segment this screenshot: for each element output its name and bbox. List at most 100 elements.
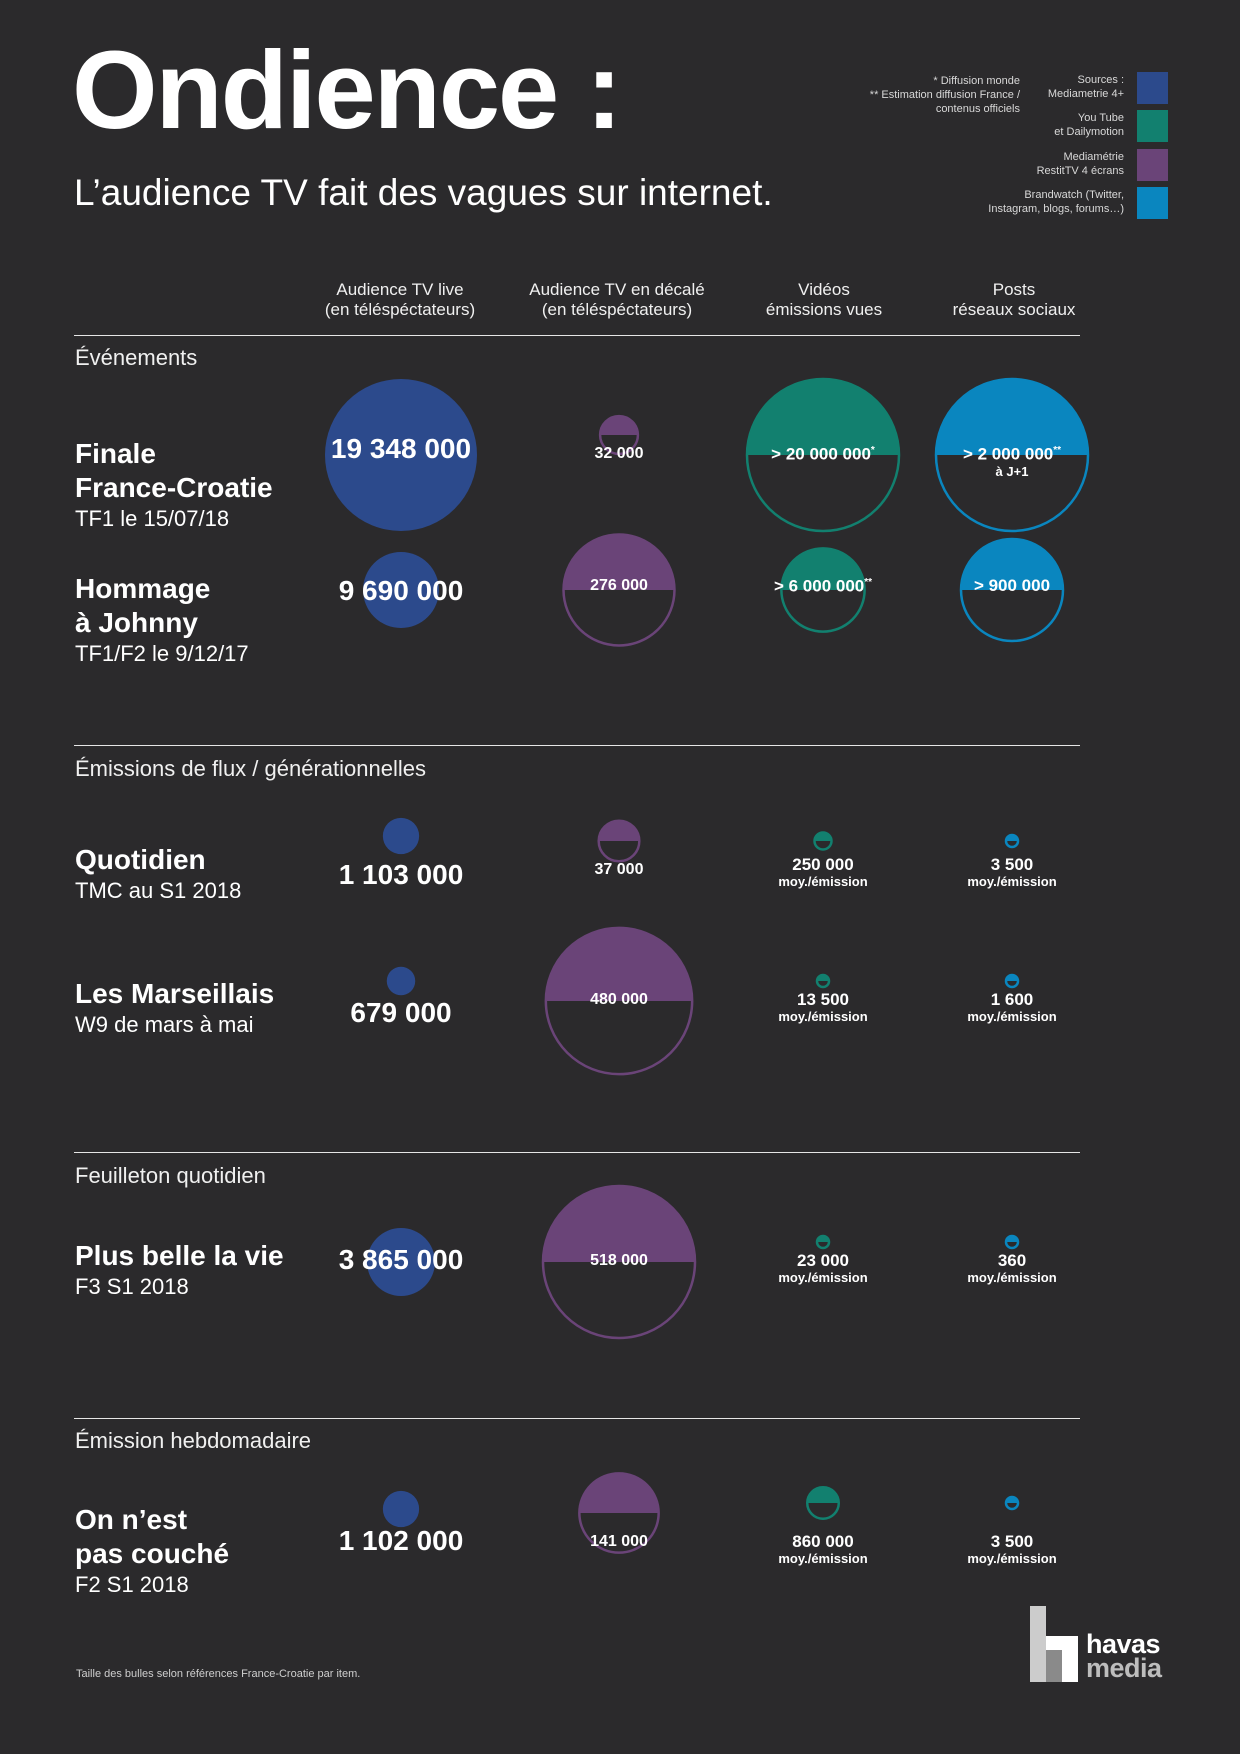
bubble-full <box>367 1228 435 1296</box>
value-label: 141 000 <box>489 1533 749 1551</box>
value-main: > 6 000 000** <box>773 576 873 596</box>
value-main: 1 600 <box>990 989 1034 1009</box>
value-note: moy./émission <box>967 1270 1057 1286</box>
row-title: Finale France-Croatie TF1 le 15/07/18 <box>75 437 315 533</box>
bubble-half-fill <box>747 379 899 455</box>
value-label: 3 865 000 <box>271 1244 531 1276</box>
row-name: Hommage à Johnny <box>75 573 211 638</box>
bubble-1-5 <box>578 1472 660 1554</box>
section-divider <box>74 745 1080 746</box>
row-subtitle: TF1 le 15/07/18 <box>75 506 230 531</box>
row-name: Finale France-Croatie <box>75 438 273 503</box>
value-label: 37 000 <box>489 861 749 879</box>
bubble-half-fill <box>807 1487 839 1503</box>
page-title: Ondience : <box>72 29 622 152</box>
bubble-0-4 <box>367 1228 435 1296</box>
value-main: 13 500 <box>797 989 849 1009</box>
bubble-1-4 <box>541 1184 697 1340</box>
legend-label: Brandwatch (Twitter, Instagram, blogs, f… <box>988 189 1124 215</box>
value-main: 860 000 <box>792 1531 854 1551</box>
value-main: > 20 000 000* <box>771 444 875 464</box>
bubble-3-3 <box>1004 973 1020 989</box>
value-main: 141 000 <box>590 1533 648 1551</box>
bubble-1-1 <box>562 533 676 647</box>
value-main: 679 000 <box>350 997 452 1029</box>
bubble-2-3 <box>815 973 831 989</box>
value-note: moy./émission <box>778 1551 868 1567</box>
bubble-3-4 <box>1004 1234 1020 1250</box>
value-note: moy./émission <box>967 1009 1057 1025</box>
value-main: > 2 000 000** <box>962 444 1062 464</box>
value-label: 13 500 moy./émission <box>693 989 953 1025</box>
value-label: 1 600 moy./émission <box>882 989 1142 1025</box>
row-subtitle: F3 S1 2018 <box>75 1274 189 1299</box>
value-label: 19 348 000 <box>271 433 531 465</box>
value-label: > 2 000 000** à J+1 <box>882 444 1142 480</box>
bubble-3-2 <box>1004 833 1020 849</box>
row-subtitle: TF1/F2 le 9/12/17 <box>75 641 249 666</box>
legend-swatch <box>1137 149 1168 181</box>
value-note: moy./émission <box>967 874 1057 890</box>
bubble-half-fill <box>600 416 638 435</box>
column-header-replay: Audience TV en décalé (en téléspéctateur… <box>529 280 705 319</box>
value-label: 3 500 moy./émission <box>882 854 1142 890</box>
value-label: 480 000 <box>489 991 749 1009</box>
value-main: 3 500 <box>990 854 1034 874</box>
value-label: 679 000 <box>271 997 531 1029</box>
value-note: moy./émission <box>967 1551 1057 1567</box>
row-subtitle: TMC au S1 2018 <box>75 878 242 903</box>
value-note: moy./émission <box>778 1270 868 1286</box>
bubble-half-fill <box>579 1473 659 1513</box>
legend-item-youtube: You Tube et Dailymotion <box>960 110 1168 146</box>
value-main: 37 000 <box>594 861 644 879</box>
row-name: Quotidien <box>75 844 206 875</box>
row-name: Plus belle la vie <box>75 1240 284 1271</box>
column-header-posts: Posts réseaux sociaux <box>952 280 1076 319</box>
value-label: > 6 000 000** <box>693 576 953 596</box>
bubble-2-5 <box>805 1485 841 1521</box>
value-main: 9 690 000 <box>338 575 464 607</box>
column-header-live: Audience TV live (en téléspéctateurs) <box>324 280 476 319</box>
value-main: 1 103 000 <box>338 859 464 891</box>
footnote-markers: * Diffusion monde ** Estimation diffusio… <box>869 75 1020 115</box>
legend-swatch <box>1137 72 1168 104</box>
section-label-feuilleton: Feuilleton quotidien <box>75 1163 266 1188</box>
bubble-size-footnote: Taille des bulles selon références Franc… <box>76 1668 361 1680</box>
bubble-0-2 <box>382 817 420 855</box>
bubble-half-fill <box>814 832 832 841</box>
bubble-2-0 <box>745 377 901 533</box>
legend-swatch <box>1137 110 1168 142</box>
havas-media-logo: havas media <box>1030 1606 1170 1682</box>
section-label-flux: Émissions de flux / générationnelles <box>75 756 426 781</box>
value-label: 32 000 <box>489 445 749 463</box>
bubble-half-fill <box>961 539 1063 590</box>
bubble-full <box>386 966 416 996</box>
value-main: 276 000 <box>590 577 648 595</box>
bubble-1-0 <box>598 414 640 456</box>
value-label: 1 103 000 <box>271 859 531 891</box>
value-note: moy./émission <box>778 874 868 890</box>
row-name: On n’est pas couché <box>75 1504 230 1569</box>
bubble-full <box>382 817 420 855</box>
value-label: > 20 000 000* <box>693 444 953 464</box>
bubble-0-0 <box>325 379 477 531</box>
value-label: 860 000 moy./émission <box>693 1531 953 1567</box>
bubble-2-1 <box>780 547 866 633</box>
value-main: 1 102 000 <box>338 1525 464 1557</box>
value-main: 518 000 <box>590 1252 648 1270</box>
bubble-half-fill <box>545 927 693 1001</box>
logo-text-media: media <box>1086 1653 1162 1683</box>
value-main: 19 348 000 <box>330 433 472 465</box>
legend-item-restittv: Mediamétrie RestitTV 4 écrans <box>960 149 1168 185</box>
bubble-full <box>363 552 439 628</box>
column-header-videos: Vidéos émissions vues <box>765 280 883 319</box>
row-title: Plus belle la vie F3 S1 2018 <box>75 1239 315 1301</box>
legend-item-brandwatch: Brandwatch (Twitter, Instagram, blogs, f… <box>960 187 1168 223</box>
value-main: > 900 000 <box>973 575 1051 595</box>
value-note: à J+1 <box>995 464 1029 480</box>
value-note: moy./émission <box>778 1009 868 1025</box>
section-divider <box>74 335 1080 336</box>
value-main: 3 500 <box>990 1531 1034 1551</box>
value-sup: * <box>870 444 875 456</box>
